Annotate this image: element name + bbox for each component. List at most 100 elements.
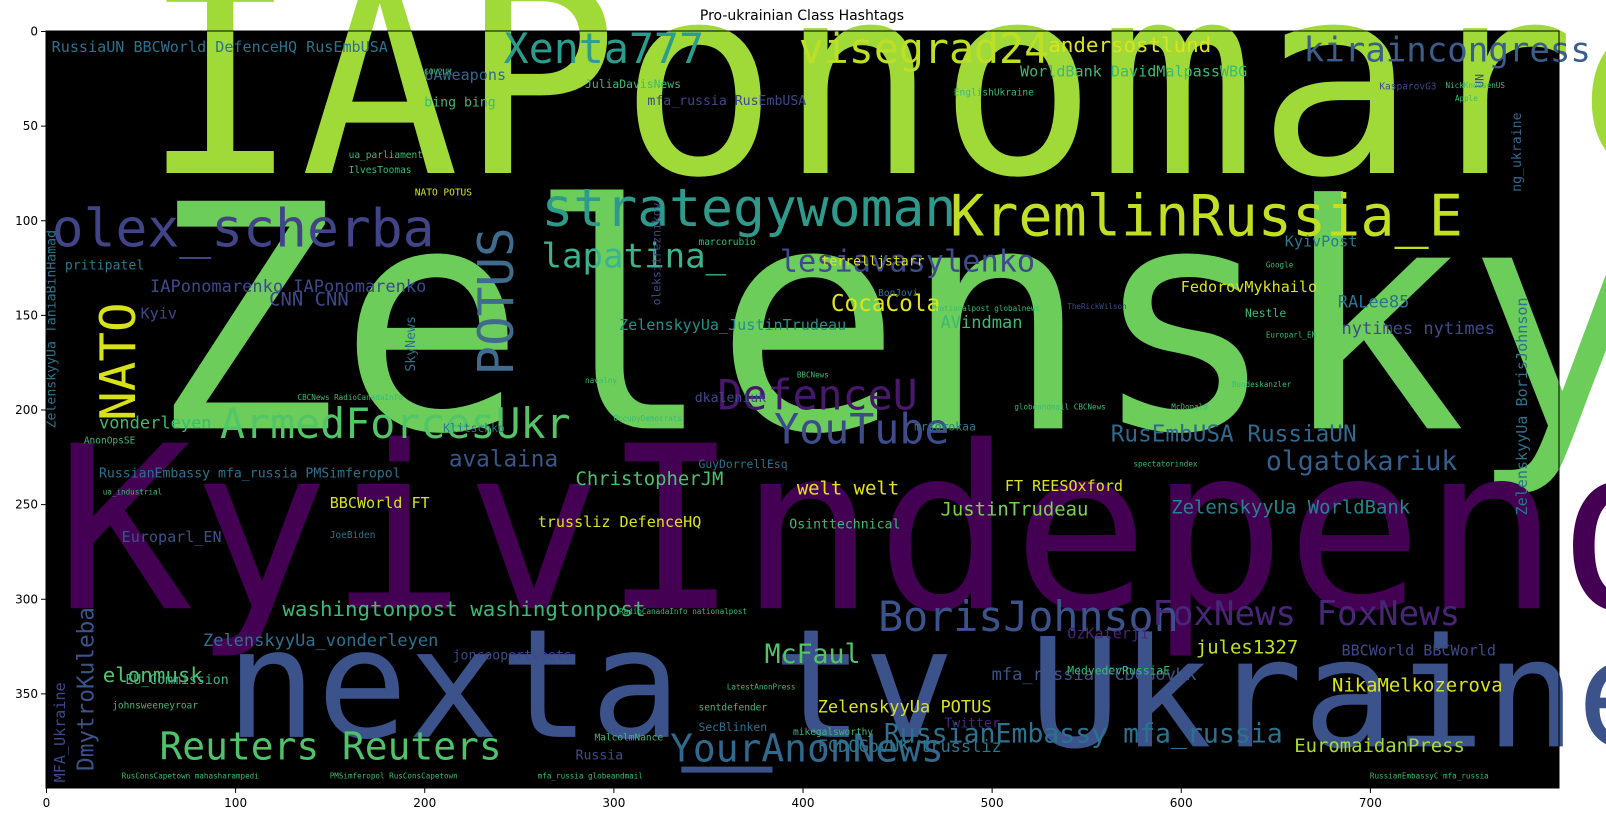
word-60: AVindman <box>941 313 1023 333</box>
word-89: JuliaDavisNews <box>585 77 681 91</box>
x-tick-label: 400 <box>792 796 815 810</box>
word-54: IAPonomarenko IAPonomarenko <box>150 277 426 297</box>
word-77: ZelenskyyUa TaniaBinHamad <box>44 230 59 429</box>
word-46: FT REESOxford <box>1005 477 1123 495</box>
word-22: YourAnonNews <box>670 727 944 771</box>
word-33: CNN CNN <box>269 288 349 310</box>
word-23: washingtonpost washingtonpost <box>282 597 645 621</box>
word-3: nexta_tv <box>226 596 955 773</box>
wordcloud-canvas <box>46 31 1559 788</box>
word-11: KremlinRussia_E <box>950 183 1463 249</box>
word-121: Google <box>1266 261 1294 270</box>
word-52: ZelenskyyUa_vonderleyen <box>203 631 438 651</box>
word-35: SkyNews <box>404 316 419 372</box>
word-14: lapatina_ <box>542 237 727 277</box>
word-layer: IAPonomarenkoZelenskyyUaKyivIndependentn… <box>44 0 1606 782</box>
word-102: OccupyDemocrats <box>613 414 682 423</box>
word-90: EnglishUkraine <box>954 87 1034 98</box>
word-8: andersostlund <box>1048 33 1211 57</box>
word-20: FoxNews FoxNews <box>1152 594 1460 634</box>
word-26: RusEmbUSA RussiaUN <box>1111 422 1357 448</box>
word-1: ZelenskyyUa <box>150 138 1606 502</box>
word-4: Ukraine <box>1029 605 1606 782</box>
word-105: CBCNews RadioCanadaInfo <box>298 393 404 402</box>
word-113: mfa_russia globeandmail <box>538 772 643 781</box>
word-48: trussliz DefenceHQ <box>538 513 702 531</box>
word-88: KasparovG3 <box>1379 82 1436 93</box>
word-39: NikaMelkozerova <box>1332 674 1503 696</box>
x-tick-label: 100 <box>224 796 247 810</box>
word-63: UAWeapons <box>424 66 506 84</box>
word-86: UN <box>1472 74 1486 88</box>
word-61: WorldBank DavidMalpassWBG <box>1020 62 1247 80</box>
y-tick-label: 0 <box>30 25 38 39</box>
word-21: Reuters Reuters <box>159 725 501 769</box>
word-115: ua_industrial <box>103 488 162 497</box>
word-40: BBCWorld BBCWorld <box>1342 642 1496 660</box>
y-tick-label: 300 <box>15 592 38 606</box>
word-41: jules1327 <box>1196 637 1298 659</box>
x-tick-label: 0 <box>43 796 51 810</box>
word-87: ng_ukraine <box>1510 112 1525 191</box>
word-68: Osinttechnical <box>789 518 900 533</box>
word-58: RALee85 <box>1338 292 1410 312</box>
y-tick-label: 100 <box>15 214 38 228</box>
word-5: Xenta777 <box>504 24 704 73</box>
word-71: EU_Commission <box>125 673 228 688</box>
word-9: olex_scherba <box>52 199 435 260</box>
word-0: IAPonomarenko <box>141 0 1606 236</box>
word-2: KyivIndependent <box>55 397 1606 662</box>
word-96: TheRickWilson <box>1067 302 1126 311</box>
word-69: OzKaterji <box>1067 624 1149 642</box>
word-98: McDonald <box>1171 403 1208 412</box>
word-93: NATO POTUS <box>415 188 472 199</box>
word-67: ZelenskyyUa BorisJohnson <box>1513 297 1531 515</box>
y-tick-label: 150 <box>15 308 38 322</box>
word-38: EuromaidanPress <box>1294 735 1465 757</box>
word-110: johnsweeneyroar <box>112 701 198 712</box>
figure-title: Pro-ukrainian Class Hashtags <box>700 8 904 24</box>
word-103: navalny <box>585 376 617 385</box>
word-51: vonderleyen <box>99 413 212 433</box>
x-axis: 0 100 200 300 400 500 600 700 <box>43 788 1382 810</box>
word-34: Kyiv <box>141 305 177 323</box>
word-80: dkaleniuk <box>695 391 767 406</box>
word-57: FedorovMykhailo <box>1181 278 1317 296</box>
word-107: sentdefender <box>698 702 767 713</box>
word-112: PMSimferopol RusConsCapetown <box>330 772 458 781</box>
y-axis: 0 50 100 150 200 250 300 350 <box>15 25 46 701</box>
word-44: FCDOGovUK trussliz <box>818 737 1002 757</box>
word-59: nytimes nytimes <box>1342 319 1496 339</box>
word-91: ua_parliament <box>349 150 423 161</box>
word-83: MedvedevRussiaE <box>1067 663 1170 677</box>
word-6: visegrad24 <box>799 24 1049 73</box>
word-120: NickKnudsenUS <box>1446 81 1506 90</box>
word-53: ZelenskyyUa_JustinTrudeau <box>619 316 846 334</box>
word-101: Europarl_EN <box>1266 331 1317 340</box>
word-118: GOV2UK <box>424 68 452 77</box>
word-62: RussiaUN BBCWorld DefenceHQ RusEmbUSA <box>52 38 388 56</box>
word-27: olgatokariuk <box>1266 446 1457 477</box>
x-tick-label: 600 <box>1170 796 1193 810</box>
word-64: bing bing <box>424 96 495 111</box>
x-tick-label: 200 <box>413 796 436 810</box>
word-109: MalcolmNance <box>594 733 663 744</box>
word-28: CocaCola <box>831 291 940 317</box>
word-95: nationalpost globalnews <box>935 304 1040 313</box>
word-24: elonmusk <box>103 663 204 687</box>
word-92: IlvesToomas <box>349 165 412 176</box>
word-74: GuyDorrellEsq <box>698 457 787 471</box>
word-49: Europarl_EN <box>122 528 222 546</box>
word-7: kiraincongress <box>1304 30 1591 70</box>
word-15: lesiavasylenko <box>780 244 1035 279</box>
x-tick-label: 300 <box>602 796 625 810</box>
word-111: RusConsCapetown mahasharampedi <box>122 772 260 781</box>
word-42: mfa_russia FCDOGovUK <box>992 665 1197 685</box>
word-55: pritipatel <box>65 258 144 273</box>
word-114: RussianEmbassyC mfa_russia <box>1370 772 1489 781</box>
y-tick-label: 250 <box>15 498 38 512</box>
word-30: DmytroKuleba <box>73 607 99 771</box>
word-79: Klitschko <box>443 421 505 435</box>
word-119: Apple <box>1455 94 1478 103</box>
